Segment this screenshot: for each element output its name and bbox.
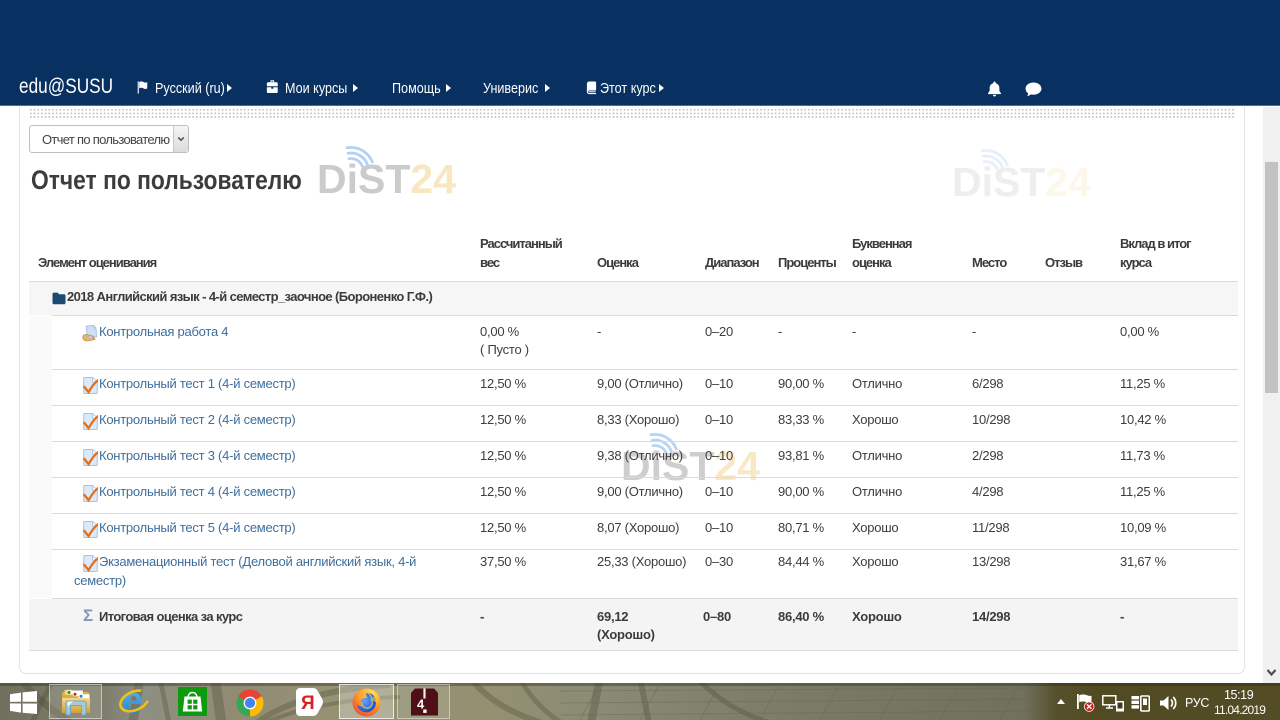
svg-text:Я: Я xyxy=(301,693,315,714)
svg-text:4: 4 xyxy=(417,697,425,712)
